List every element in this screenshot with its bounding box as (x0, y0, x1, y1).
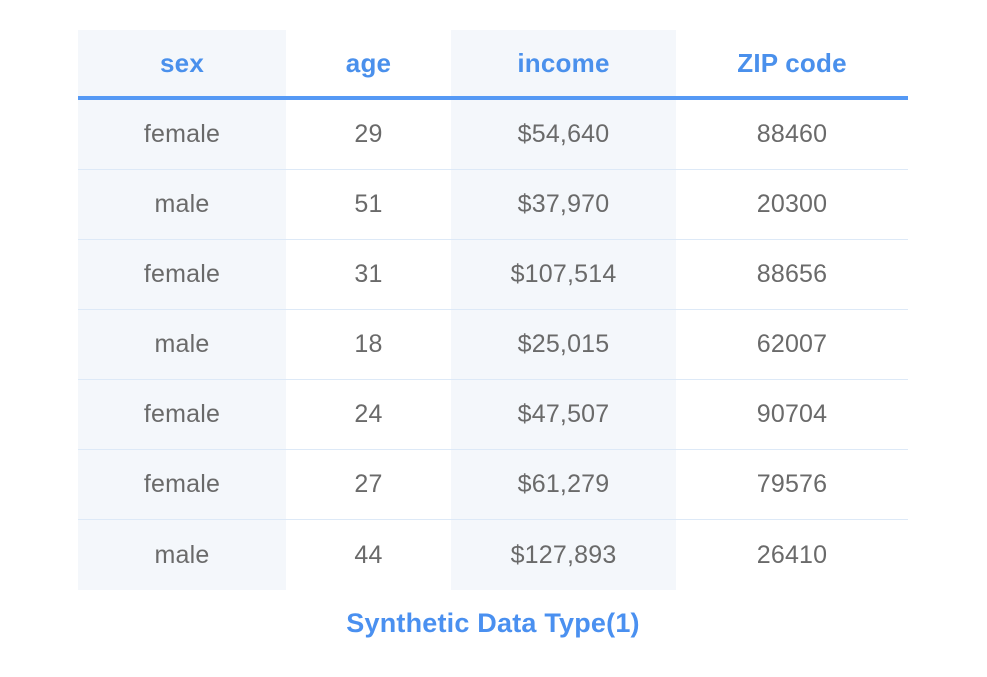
cell-zip: 90704 (676, 380, 908, 450)
table-header-row: sex age income ZIP code (78, 30, 908, 100)
cell-income: $61,279 (451, 450, 676, 520)
cell-income: $37,970 (451, 170, 676, 240)
cell-zip: 26410 (756, 540, 828, 569)
cell-sex: male (78, 170, 286, 240)
table-row: female 24 $47,507 90704 (78, 380, 908, 450)
column-header-income: income (451, 30, 676, 100)
cell-age: 18 (286, 310, 451, 380)
cell-income: $54,640 (451, 100, 676, 170)
table-row: male 18 $25,015 62007 (78, 310, 908, 380)
cell-zip: 88460 (676, 100, 908, 170)
cell-income: $107,514 (451, 240, 676, 310)
cell-age: 24 (286, 380, 451, 450)
cell-age: 44 (354, 540, 383, 569)
cell-sex: female (78, 450, 286, 520)
cell-zip: 88656 (676, 240, 908, 310)
cell-age: 31 (286, 240, 451, 310)
cell-age: 27 (286, 450, 451, 520)
cell-sex: male (78, 520, 286, 590)
figure-caption: Synthetic Data Type(1) (346, 608, 640, 638)
data-table: sex age income ZIP code female 29 $54,64… (78, 30, 908, 590)
column-header-age: age (286, 30, 451, 100)
cell-zip: 79576 (676, 450, 908, 520)
table-row: male 51 $37,970 20300 (78, 170, 908, 240)
table-row: female 31 $107,514 88656 (78, 240, 908, 310)
cell-income: $127,893 (451, 520, 676, 590)
cell-sex: female (78, 100, 286, 170)
cell-sex: female (78, 380, 286, 450)
cell-age: 51 (286, 170, 451, 240)
cell-income: $25,015 (451, 310, 676, 380)
cell-income: $47,507 (451, 380, 676, 450)
cell-zip: 62007 (676, 310, 908, 380)
table-row: female 29 $54,640 88460 (78, 100, 908, 170)
cell-sex: male (78, 310, 286, 380)
column-header-zip: ZIP code (676, 30, 908, 100)
table-row: female 27 $61,279 79576 (78, 450, 908, 520)
cell-zip: 20300 (676, 170, 908, 240)
table-row: male 44 $127,893 26410 (78, 520, 908, 590)
cell-age: 29 (286, 100, 451, 170)
cell-sex: female (78, 240, 286, 310)
column-header-sex: sex (78, 30, 286, 100)
